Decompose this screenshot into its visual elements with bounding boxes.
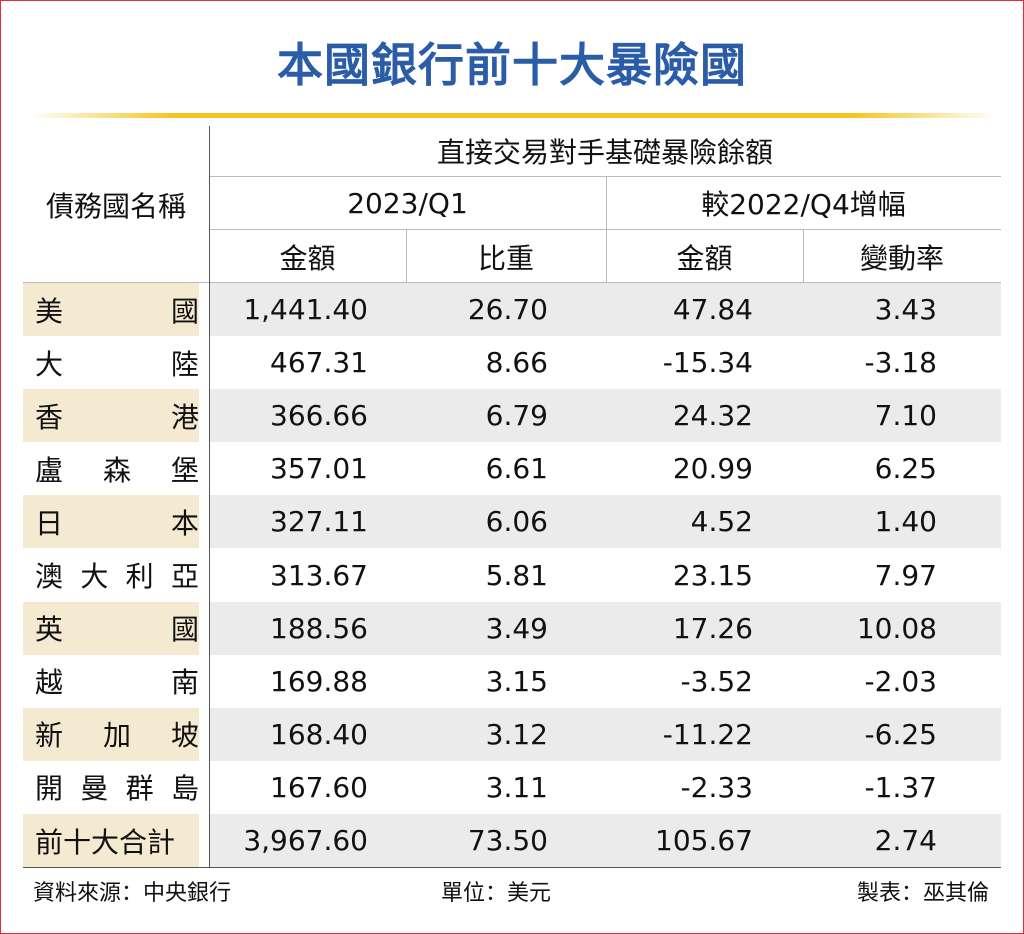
value-cell: 1.40 [874, 505, 937, 539]
value-cell: -6.25 [864, 717, 937, 751]
header-change: 較2022/Q4增幅 [701, 188, 906, 221]
value-cell: -1.37 [864, 770, 937, 804]
value-cell: 168.40 [270, 717, 368, 751]
country-cell: 香港 [23, 389, 199, 443]
value-cell: 26.70 [467, 293, 548, 327]
value-cell: 3,967.60 [243, 824, 368, 858]
row-shade [209, 814, 1001, 868]
value-cell: 6.06 [485, 505, 548, 539]
title-rule [29, 113, 997, 118]
value-cell: -15.34 [662, 346, 753, 380]
value-cell: 313.67 [270, 558, 368, 592]
header-sub: 金額 [676, 241, 733, 275]
value-cell: 17.26 [672, 611, 753, 645]
value-cell: -3.52 [680, 664, 753, 698]
value-cell: 3.43 [874, 293, 937, 327]
value-cell: 3.12 [485, 717, 548, 751]
country-cell: 美國 [23, 283, 199, 337]
value-cell: -2.03 [864, 664, 937, 698]
value-cell: 6.79 [485, 399, 548, 433]
row-shade [209, 707, 1001, 761]
value-cell: 8.66 [485, 346, 548, 380]
value-cell: -2.33 [680, 770, 753, 804]
country-name: 日本 [35, 506, 199, 540]
title: 本國銀行前十大暴險國 [277, 38, 747, 92]
country-cell: 新加坡 [23, 707, 199, 761]
country-name: 澳大利亞 [35, 560, 199, 594]
country-name: 前十大合計 [35, 825, 176, 859]
value-cell: 23.15 [672, 558, 753, 592]
header-sub: 比重 [477, 241, 534, 275]
value-cell: 327.11 [270, 505, 368, 539]
value-cell: -3.18 [864, 346, 937, 380]
header-period: 2023/Q1 [347, 186, 468, 220]
value-cell: 167.60 [270, 770, 368, 804]
value-cell: 3.15 [485, 664, 548, 698]
value-cell: 467.31 [270, 346, 368, 380]
rule [23, 282, 1001, 283]
value-cell: 7.10 [874, 399, 937, 433]
header-sub: 金額 [279, 241, 336, 275]
header-group: 直接交易對手基礎暴險餘額 [436, 136, 773, 169]
row-shade [209, 495, 1001, 549]
value-cell: 2.74 [874, 824, 937, 858]
value-cell: 4.52 [690, 505, 753, 539]
header-name: 債務國名稱 [45, 189, 186, 223]
rule [606, 177, 607, 283]
country-cell: 越南 [23, 655, 199, 708]
value-cell: 366.66 [270, 399, 368, 433]
value-cell: 6.61 [485, 452, 548, 486]
value-cell: 1,441.40 [243, 293, 368, 327]
country-name: 英國 [35, 613, 199, 647]
rule [209, 229, 1001, 230]
value-cell: 7.97 [874, 558, 937, 592]
country-cell: 前十大合計 [23, 814, 199, 868]
value-cell: 188.56 [270, 611, 368, 645]
country-cell: 開曼群島 [23, 761, 199, 814]
rule [803, 230, 804, 283]
source: 資料來源：中央銀行 [33, 881, 232, 906]
country-cell: 澳大利亞 [23, 549, 199, 602]
country-cell: 日本 [23, 495, 199, 549]
value-cell: 3.49 [485, 611, 548, 645]
country-cell: 大陸 [23, 336, 199, 389]
country-cell: 英國 [23, 601, 199, 655]
value-cell: 3.11 [485, 770, 548, 804]
value-cell: 357.01 [270, 452, 368, 486]
value-cell: 10.08 [856, 611, 937, 645]
value-cell: 24.32 [672, 399, 753, 433]
country-name: 新加坡 [35, 719, 199, 753]
author: 製表：巫其倫 [856, 881, 989, 906]
row-shade [209, 601, 1001, 655]
row-shade [209, 283, 1001, 337]
value-cell: 73.50 [467, 824, 548, 858]
rule [406, 230, 407, 283]
value-cell: 5.81 [485, 558, 548, 592]
value-cell: -11.22 [662, 717, 753, 751]
country-name: 大陸 [35, 347, 199, 381]
value-cell: 169.88 [270, 664, 368, 698]
value-cell: 47.84 [672, 293, 753, 327]
country-name: 開曼群島 [35, 772, 199, 806]
value-cell: 105.67 [655, 824, 753, 858]
value-cell: 20.99 [672, 452, 753, 486]
country-name: 香港 [35, 400, 199, 434]
rule [209, 126, 210, 867]
header-sub: 變動率 [859, 241, 944, 275]
country-name: 越南 [35, 666, 199, 700]
country-name: 美國 [35, 294, 199, 328]
unit: 單位：美元 [441, 881, 552, 906]
row-shade [209, 389, 1001, 443]
rule [209, 176, 1001, 177]
country-cell: 盧森堡 [23, 442, 199, 495]
rule [23, 867, 1001, 868]
value-cell: 6.25 [874, 452, 937, 486]
country-name: 盧森堡 [35, 453, 199, 487]
